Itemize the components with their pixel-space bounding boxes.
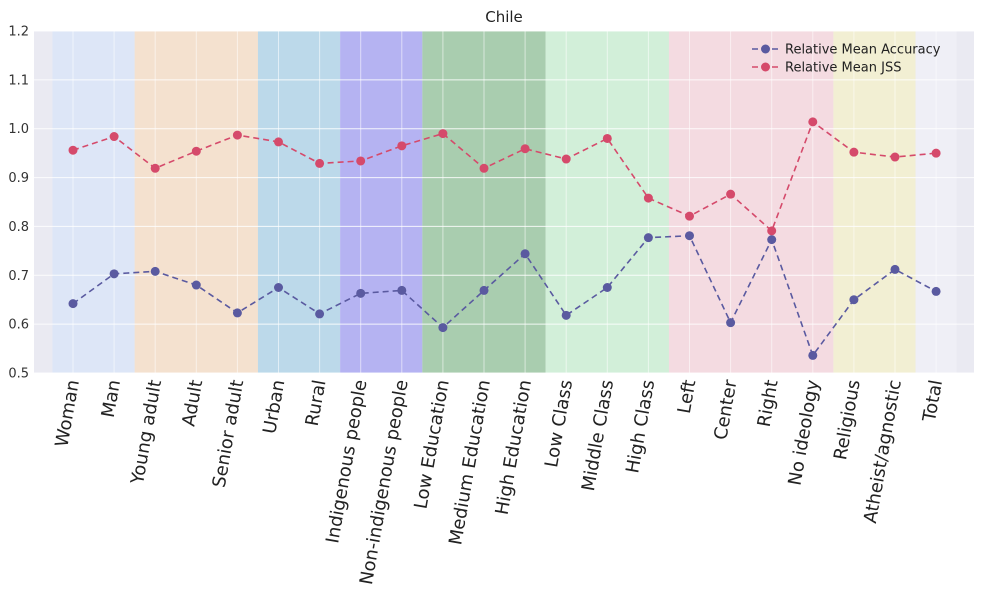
data-point bbox=[356, 156, 366, 166]
x-tick-label: Left bbox=[674, 378, 701, 415]
data-point bbox=[767, 235, 777, 245]
legend-item-relative-mean-accuracy: Relative Mean Accuracy bbox=[752, 43, 941, 58]
data-point bbox=[890, 264, 900, 274]
data-point bbox=[315, 158, 325, 168]
x-tick-label: High Class bbox=[622, 378, 659, 475]
data-point bbox=[602, 133, 612, 143]
data-point bbox=[68, 299, 78, 309]
data-point bbox=[931, 286, 941, 296]
data-point bbox=[890, 152, 900, 162]
data-point bbox=[274, 283, 283, 292]
legend-item-relative-mean-jss: Relative Mean JSS bbox=[752, 61, 901, 76]
data-point bbox=[561, 310, 571, 320]
data-point bbox=[643, 193, 653, 203]
data-point bbox=[520, 249, 530, 259]
data-point bbox=[808, 117, 818, 127]
data-point bbox=[150, 266, 160, 276]
legend-marker bbox=[761, 44, 770, 54]
band-residence bbox=[257, 31, 341, 373]
y-tick-label: 1.2 bbox=[8, 25, 29, 40]
data-point bbox=[643, 233, 653, 243]
x-tick-label: Center bbox=[710, 378, 741, 442]
y-tick-label: 0.6 bbox=[8, 318, 29, 333]
x-tick-label: Woman bbox=[51, 378, 83, 448]
series-lines bbox=[68, 117, 941, 360]
legend-label: Relative Mean JSS bbox=[785, 61, 901, 76]
x-tick-label: Low Education bbox=[410, 378, 453, 510]
data-point bbox=[191, 280, 201, 290]
x-tick-label: Rural bbox=[302, 378, 331, 427]
x-axis-ticks: Woman Man Young adult Adult Senior adult Urba… bbox=[51, 378, 947, 587]
series-relative-mean-accuracy bbox=[68, 231, 941, 360]
category-bands bbox=[52, 31, 957, 373]
data-point bbox=[849, 147, 859, 157]
series-line bbox=[72, 120, 937, 233]
x-tick-label: No ideology bbox=[784, 378, 823, 487]
x-tick-label: Urban bbox=[259, 378, 289, 435]
series-relative-mean-jss bbox=[68, 117, 941, 236]
x-tick-label: Adult bbox=[178, 378, 207, 428]
legend: Relative Mean Accuracy Relative Mean JSS bbox=[752, 43, 941, 76]
data-point bbox=[397, 285, 407, 295]
band-gender bbox=[52, 31, 135, 373]
data-point bbox=[356, 288, 366, 298]
x-tick-label: Atheist/agnostic bbox=[860, 378, 906, 525]
legend-marker bbox=[761, 62, 770, 72]
data-point bbox=[602, 283, 612, 292]
band-religion bbox=[833, 31, 916, 373]
grid bbox=[34, 30, 974, 374]
data-point bbox=[726, 189, 736, 199]
x-tick-label: Right bbox=[754, 378, 783, 428]
x-tick-label: Low Class bbox=[541, 378, 577, 469]
y-tick-label: 0.7 bbox=[8, 269, 29, 284]
data-point bbox=[479, 163, 489, 173]
data-point bbox=[685, 231, 694, 241]
band-ethnicity bbox=[340, 31, 423, 373]
x-tick-label: Young adult bbox=[127, 378, 166, 487]
series-line bbox=[72, 234, 937, 358]
y-tick-label: 0.5 bbox=[8, 367, 29, 382]
data-point bbox=[561, 154, 571, 164]
data-point bbox=[109, 269, 119, 279]
x-tick-label: Medium Education bbox=[445, 378, 495, 546]
data-point bbox=[808, 350, 818, 360]
data-point bbox=[520, 144, 530, 154]
x-tick-label: Middle Class bbox=[578, 378, 618, 492]
data-point bbox=[931, 148, 941, 158]
x-tick-label: Man bbox=[98, 378, 125, 419]
data-point bbox=[849, 295, 859, 305]
data-point bbox=[191, 146, 201, 156]
legend-label: Relative Mean Accuracy bbox=[785, 43, 941, 58]
data-point bbox=[150, 163, 160, 173]
y-tick-label: 0.9 bbox=[8, 171, 29, 186]
data-point bbox=[726, 318, 736, 328]
data-point bbox=[315, 309, 325, 319]
data-point bbox=[232, 308, 242, 318]
data-point bbox=[438, 129, 448, 139]
data-point bbox=[685, 211, 694, 221]
data-point bbox=[68, 145, 78, 155]
x-tick-label: Total bbox=[919, 378, 947, 424]
y-axis-ticks: 0.5 0.6 0.7 0.8 0.9 1.0 1.1 1.2 bbox=[8, 25, 29, 382]
data-point bbox=[109, 132, 119, 142]
y-tick-label: 1.1 bbox=[8, 73, 29, 88]
x-tick-label: Religious bbox=[830, 378, 865, 461]
x-tick-label: Senior adult bbox=[209, 378, 249, 489]
x-tick-label: Indigenous people bbox=[322, 378, 371, 545]
band-ideology bbox=[668, 31, 834, 373]
data-point bbox=[479, 285, 489, 295]
y-tick-label: 1.0 bbox=[8, 122, 29, 137]
x-tick-label: High Education bbox=[492, 378, 536, 516]
chart-title: Chile bbox=[485, 8, 523, 26]
y-tick-label: 0.8 bbox=[8, 220, 29, 235]
data-point bbox=[767, 226, 777, 236]
data-point bbox=[397, 141, 407, 151]
data-point bbox=[274, 137, 283, 147]
data-point bbox=[232, 130, 242, 140]
data-point bbox=[438, 323, 448, 333]
